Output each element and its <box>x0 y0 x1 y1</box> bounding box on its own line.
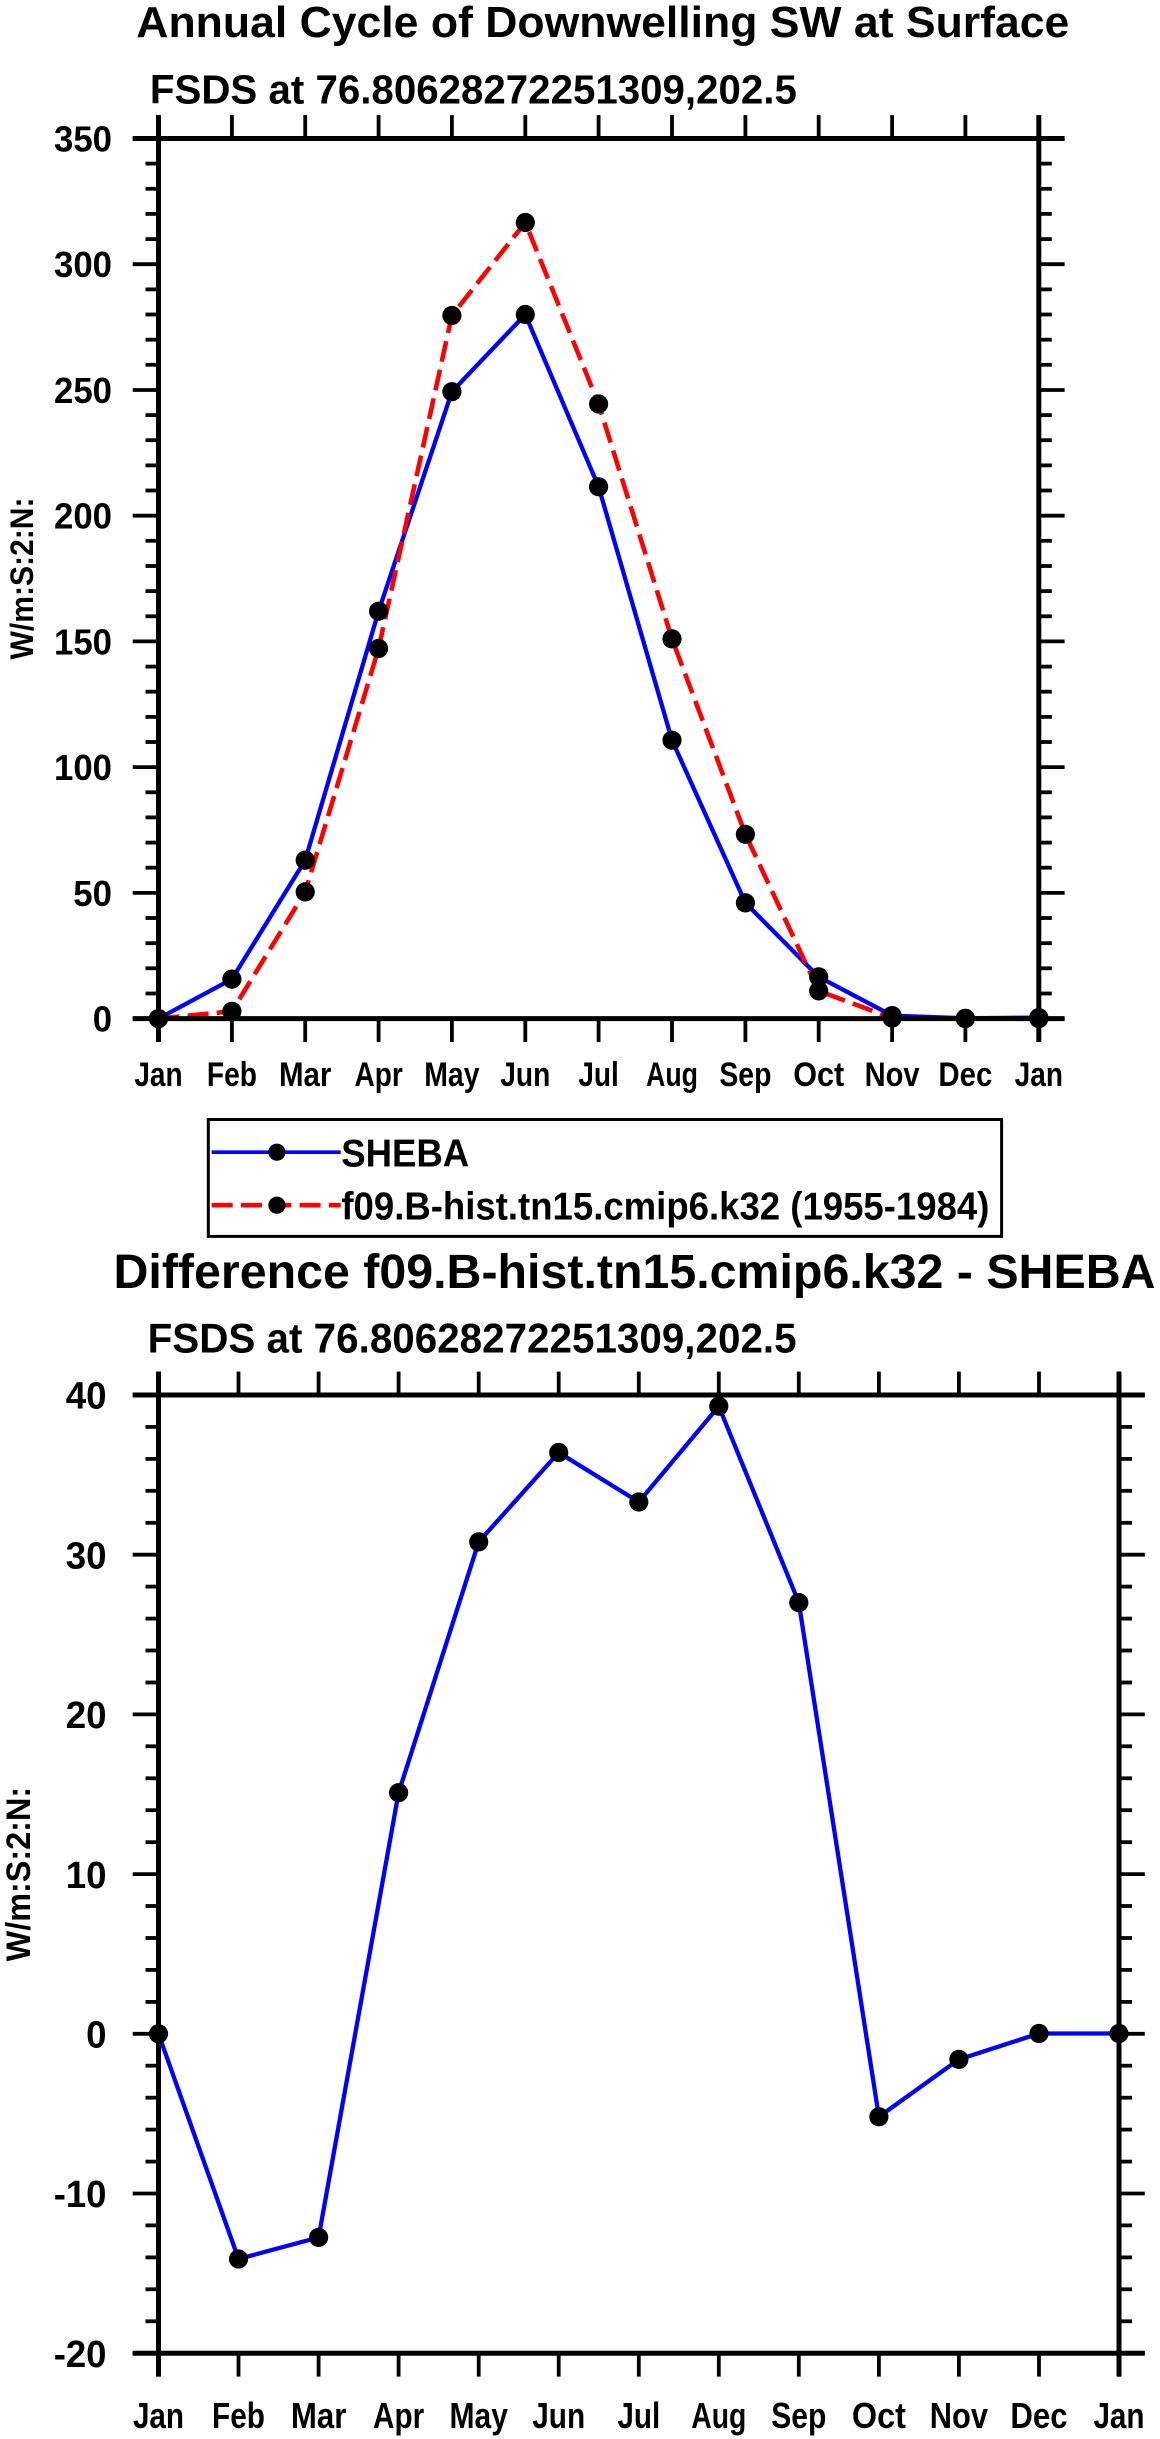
svg-text:-20: -20 <box>54 2334 107 2376</box>
svg-text:Apr: Apr <box>373 2395 424 2436</box>
svg-text:250: 250 <box>54 370 112 411</box>
svg-text:40: 40 <box>66 1376 107 1418</box>
svg-text:20: 20 <box>66 1695 107 1737</box>
svg-text:May: May <box>424 1056 479 1094</box>
svg-text:Mar: Mar <box>291 2395 347 2436</box>
svg-text:-10: -10 <box>54 2174 107 2216</box>
svg-text:30: 30 <box>66 1535 107 1577</box>
svg-text:0: 0 <box>93 999 112 1040</box>
svg-text:Jul: Jul <box>617 2395 660 2436</box>
svg-text:Sep: Sep <box>719 1056 771 1094</box>
svg-text:10: 10 <box>66 1855 107 1897</box>
svg-text:Jan: Jan <box>1093 2395 1144 2436</box>
svg-text:May: May <box>450 2395 508 2436</box>
svg-text:100: 100 <box>54 747 112 788</box>
svg-text:Annual Cycle of Downwelling SW: Annual Cycle of Downwelling SW at Surfac… <box>136 0 1069 47</box>
svg-text:Jan: Jan <box>1015 1056 1063 1094</box>
svg-text:Feb: Feb <box>212 2395 265 2436</box>
svg-text:W/m:S:2:N:: W/m:S:2:N: <box>0 1787 38 1962</box>
svg-text:300: 300 <box>54 244 112 285</box>
svg-text:Nov: Nov <box>865 1056 920 1094</box>
svg-text:Oct: Oct <box>793 1056 844 1094</box>
svg-text:Sep: Sep <box>771 2395 826 2436</box>
svg-text:Jul: Jul <box>578 1056 619 1094</box>
svg-text:Aug: Aug <box>691 2395 746 2436</box>
svg-text:Jun: Jun <box>500 1056 550 1094</box>
svg-text:Difference f09.B-hist.tn15.cmi: Difference f09.B-hist.tn15.cmip6.k32 - S… <box>114 1246 1156 1299</box>
svg-text:Oct: Oct <box>852 2395 906 2436</box>
svg-text:Mar: Mar <box>279 1056 331 1094</box>
svg-text:FSDS at 76.80628272251309,202.: FSDS at 76.80628272251309,202.5 <box>150 67 797 113</box>
svg-text:200: 200 <box>54 496 112 537</box>
svg-text:SHEBA: SHEBA <box>341 1133 469 1176</box>
svg-text:W/m:S:2:N:: W/m:S:2:N: <box>4 498 40 660</box>
svg-text:150: 150 <box>54 621 112 662</box>
svg-text:f09.B-hist.tn15.cmip6.k32 (195: f09.B-hist.tn15.cmip6.k32 (1955-1984) <box>341 1185 989 1228</box>
svg-text:50: 50 <box>73 873 112 914</box>
svg-text:FSDS at 76.80628272251309,202.: FSDS at 76.80628272251309,202.5 <box>148 1315 797 1362</box>
svg-text:Dec: Dec <box>1010 2395 1067 2436</box>
svg-text:350: 350 <box>54 119 112 160</box>
svg-text:Feb: Feb <box>207 1056 257 1094</box>
svg-text:Aug: Aug <box>646 1056 698 1094</box>
svg-text:Jan: Jan <box>133 2395 184 2436</box>
svg-text:Jun: Jun <box>532 2395 585 2436</box>
svg-text:Dec: Dec <box>938 1056 992 1094</box>
svg-text:Apr: Apr <box>354 1056 402 1094</box>
svg-text:0: 0 <box>86 2015 106 2057</box>
svg-text:Jan: Jan <box>134 1056 182 1094</box>
svg-text:Nov: Nov <box>930 2395 988 2436</box>
